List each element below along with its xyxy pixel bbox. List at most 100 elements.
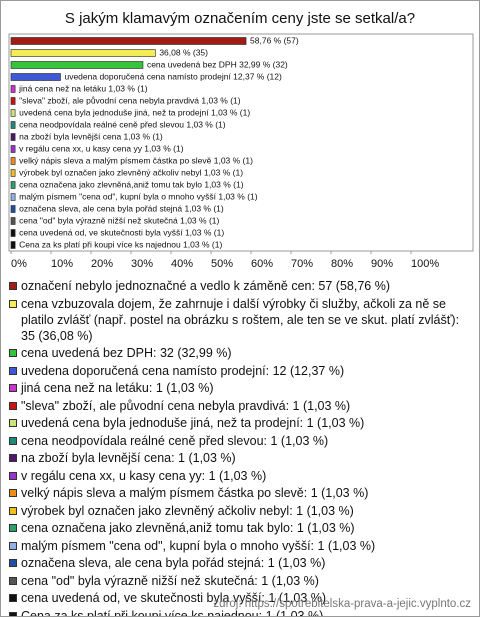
value-label: uvedená cena byla jednoduše jiná, než ta… xyxy=(19,107,250,117)
x-tick-label: 80% xyxy=(331,258,353,270)
value-label: velký nápis sleva a malým písmem částka … xyxy=(19,155,253,165)
legend-label: malým písmem "cena od", kupní byla o mno… xyxy=(21,538,376,553)
bar xyxy=(10,49,156,57)
legend-label: cena vzbuzovala dojem, že zahrnuje i dal… xyxy=(21,296,460,343)
bar xyxy=(10,217,16,225)
legend-label: uvedena doporučená cena namísto prodejní… xyxy=(21,363,345,378)
bar xyxy=(10,157,16,165)
value-label: "sleva" zboží, ale původní cena nebyla p… xyxy=(19,95,241,105)
legend-label: výrobek byl označen jako zlevněný ačkoli… xyxy=(21,503,354,518)
legend-item: cena uvedená od, ve skutečnosti byla vyš… xyxy=(9,590,473,606)
x-tick-label: 100% xyxy=(411,258,439,270)
legend-swatch xyxy=(9,366,17,375)
legend-swatch xyxy=(9,489,17,497)
bar xyxy=(10,73,61,81)
legend-item: uvedena doporučená cena namísto prodejní… xyxy=(9,363,473,379)
chart-title: S jakým klamavým označením ceny jste se … xyxy=(65,10,415,27)
value-label: cena "od" byla výrazně nižší než skutečn… xyxy=(19,215,219,225)
x-tick-label: 90% xyxy=(371,258,393,270)
bar xyxy=(10,229,16,237)
bar xyxy=(10,61,144,69)
legend-item: označena sleva, ale cena byla pořád stej… xyxy=(9,555,473,571)
legend-swatch xyxy=(9,419,17,427)
legend-swatch xyxy=(9,576,17,585)
x-tick-label: 50% xyxy=(211,258,233,270)
x-tick-label: 0% xyxy=(11,258,27,270)
legend-swatch xyxy=(9,436,17,445)
legend-item: označení nebylo jednoznačné a vedlo k zá… xyxy=(9,278,473,294)
chart: S jakým klamavým označením ceny jste se … xyxy=(8,10,474,270)
x-tick-label: 60% xyxy=(251,258,273,270)
legend-item: výrobek byl označen jako zlevněný ačkoli… xyxy=(9,503,473,519)
x-tick-label: 10% xyxy=(51,258,73,270)
value-label: cena neodpovídala reálné ceně před slevo… xyxy=(19,119,226,129)
legend-swatch xyxy=(9,559,17,567)
legend-item: v regálu cena xx, u kasy cena yy: 1 (1,0… xyxy=(9,468,473,484)
legend-swatch xyxy=(9,349,17,357)
legend-swatch xyxy=(9,401,17,410)
legend-swatch xyxy=(9,299,17,308)
value-label: v regálu cena xx, u kasy cena yy 1,03 % … xyxy=(19,143,184,153)
legend-label: v regálu cena xx, u kasy cena yy: 1 (1,0… xyxy=(21,468,267,483)
x-tick-label: 70% xyxy=(291,258,313,270)
legend: označení nebylo jednoznačné a vedlo k zá… xyxy=(9,278,473,617)
plot-frame xyxy=(8,33,474,252)
legend-swatch xyxy=(9,611,17,616)
legend-label: cena neodpovídala reálné ceně před slevo… xyxy=(21,433,329,448)
legend-item: velký nápis sleva a malým písmem částka … xyxy=(9,485,473,501)
legend-item: cena neodpovídala reálné ceně před slevo… xyxy=(9,433,473,449)
legend-swatch xyxy=(9,594,17,602)
x-tick-label: 30% xyxy=(131,258,153,270)
legend-label: "sleva" zboží, ale původní cena nebyla p… xyxy=(21,398,351,413)
legend-swatch xyxy=(9,384,17,392)
value-label: 58,76 % (57) xyxy=(250,35,299,45)
legend-item: na zboží byla levnější cena: 1 (1,03 %) xyxy=(9,450,473,466)
value-label: výrobek byl označen jako zlevněný ačkoli… xyxy=(19,167,243,177)
legend-label: Cena za ks platí při koupi více ks najed… xyxy=(21,608,324,617)
legend-item: "sleva" zboží, ale původní cena nebyla p… xyxy=(9,398,473,414)
legend-item: Cena za ks platí při koupi více ks najed… xyxy=(9,608,473,617)
bar xyxy=(10,145,16,153)
value-label: uvedena doporučená cena namísto prodejní… xyxy=(64,71,282,81)
value-label: Cena za ks platí při koupi více ks najed… xyxy=(19,239,222,249)
bar xyxy=(10,37,247,45)
legend-label: označena sleva, ale cena byla pořád stej… xyxy=(21,556,326,570)
legend-label: uvedená cena byla jednoduše jiná, než ta… xyxy=(21,416,365,430)
legend-label: cena uvedená bez DPH: 32 (32,99 %) xyxy=(21,346,232,360)
value-label: jiná cena než na letáku 1,03 % (1) xyxy=(18,83,148,93)
value-label: označena sleva, ale cena byla pořád stej… xyxy=(19,203,224,213)
source: zdroj: https://spotrebitelska-prava-a-je… xyxy=(213,598,471,610)
legend-swatch xyxy=(9,282,17,290)
x-tick-label: 20% xyxy=(91,258,113,270)
legend-item: cena "od" byla výrazně nižší než skutečn… xyxy=(9,573,473,589)
legend-item: jiná cena než na letáku: 1 (1,03 %) xyxy=(9,380,473,396)
bar xyxy=(10,109,16,117)
legend-item: cena označena jako zlevněná,aniž tomu ta… xyxy=(9,520,473,536)
legend-label: jiná cena než na letáku: 1 (1,03 %) xyxy=(21,381,214,395)
bar xyxy=(10,241,16,249)
bar xyxy=(10,97,16,105)
legend-label: cena označena jako zlevněná,aniž tomu ta… xyxy=(21,521,355,535)
value-label: malým písmem "cena od", kupní byla o mno… xyxy=(19,191,258,201)
bar xyxy=(10,121,16,129)
legend-swatch xyxy=(9,454,17,462)
x-tick-label: 40% xyxy=(171,258,193,270)
bar xyxy=(10,205,16,213)
legend-label: označení nebylo jednoznačné a vedlo k zá… xyxy=(21,279,390,293)
legend-swatch xyxy=(9,541,17,550)
value-label: cena uvedená od, ve skutečnosti byla vyš… xyxy=(19,227,224,237)
legend-swatch xyxy=(9,506,17,515)
bar xyxy=(10,181,16,189)
bar xyxy=(10,169,16,177)
legend-swatch xyxy=(9,471,17,480)
legend-item: cena uvedená bez DPH: 32 (32,99 %) xyxy=(9,345,473,361)
legend-item: malým písmem "cena od", kupní byla o mno… xyxy=(9,538,473,554)
legend-item: uvedená cena byla jednoduše jiná, než ta… xyxy=(9,415,473,431)
bar xyxy=(10,85,16,93)
value-label: 36,08 % (35) xyxy=(159,47,208,57)
legend-item: cena vzbuzovala dojem, že zahrnuje i dal… xyxy=(9,296,473,344)
value-label: na zboží byla levnější cena 1,03 % (1) xyxy=(19,131,163,141)
legend-swatch xyxy=(9,524,17,532)
legend-label: na zboží byla levnější cena: 1 (1,03 %) xyxy=(21,451,236,465)
